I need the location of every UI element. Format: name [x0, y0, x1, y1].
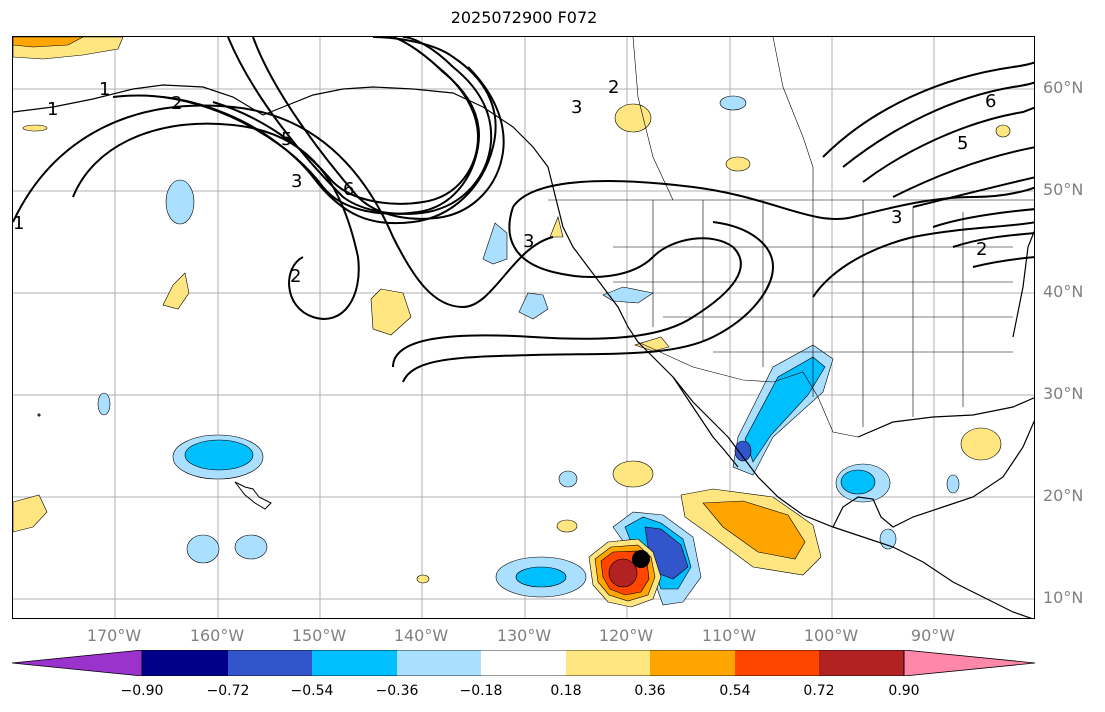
- colorbar-tick: −0.36: [375, 683, 419, 699]
- lat-label: 10°N: [1043, 588, 1084, 607]
- lon-label: 170°W: [86, 626, 142, 645]
- colorbar-segment: [735, 650, 819, 676]
- colorbar-segment: [397, 650, 481, 676]
- contour-label: 3: [571, 97, 582, 118]
- colorbar-segment: [650, 650, 735, 676]
- map-panel[interactable]: 1 1 1 2 2 2 2 3 3 3 3 5 5 6 6: [12, 36, 1035, 619]
- colorbar-extend-high: [903, 650, 1036, 676]
- colorbar-tick: −0.72: [206, 683, 250, 699]
- islands: [37, 413, 272, 510]
- colorbar-tick: 0.90: [888, 683, 920, 699]
- colorbar-tick: 0.72: [803, 683, 835, 699]
- colorbar-segment: [566, 650, 650, 676]
- contour-label: 2: [976, 239, 987, 260]
- contours: [13, 37, 1034, 383]
- colorbar-tick: 0.18: [550, 683, 582, 699]
- storm-center-marker[interactable]: [632, 550, 650, 568]
- colorbar-tick: 0.36: [634, 683, 666, 699]
- contour-label: 6: [985, 91, 996, 112]
- colorbar-segment: [481, 650, 566, 676]
- contour-label: 2: [171, 93, 182, 114]
- contour-label-group: 1 1 1 2 2 2 2 3 3 3 3 5 5 6 6: [13, 77, 996, 287]
- contour-label: 3: [891, 207, 902, 228]
- lat-label: 40°N: [1043, 282, 1084, 301]
- contour-label: 5: [281, 129, 292, 150]
- lon-label: 120°W: [598, 626, 654, 645]
- colorbar-tick: −0.18: [459, 683, 503, 699]
- political-borders: [548, 37, 1034, 438]
- contour-label: 2: [290, 266, 301, 287]
- lat-label: 60°N: [1043, 78, 1084, 97]
- map-canvas: 1 1 1 2 2 2 2 3 3 3 3 5 5 6 6: [13, 37, 1034, 618]
- lon-label: 90°W: [910, 626, 956, 645]
- shading: [13, 37, 1011, 608]
- lon-label: 160°W: [189, 626, 245, 645]
- lon-label: 140°W: [393, 626, 449, 645]
- contour-label: 6: [343, 179, 354, 200]
- contour-label: 3: [291, 171, 302, 192]
- gridlines: [13, 37, 1034, 618]
- colorbar-tick: 0.54: [719, 683, 751, 699]
- contour-label: 2: [608, 77, 619, 98]
- colorbar-segment: [142, 650, 228, 676]
- colorbar-segment: [228, 650, 312, 676]
- lat-label: 30°N: [1043, 384, 1084, 403]
- lon-label: 130°W: [496, 626, 552, 645]
- contour-label: 1: [47, 99, 58, 120]
- colorbar-tick: −0.90: [120, 683, 164, 699]
- lon-label: 110°W: [701, 626, 757, 645]
- lon-label: 100°W: [803, 626, 859, 645]
- colorbar-segment: [819, 650, 904, 676]
- lat-label: 50°N: [1043, 180, 1084, 199]
- contour-label: 1: [13, 213, 24, 234]
- colorbar-tick: −0.54: [290, 683, 334, 699]
- contour-label: 5: [957, 133, 968, 154]
- colorbar-extend-low: [12, 650, 143, 676]
- lon-label: 150°W: [291, 626, 347, 645]
- lat-label: 20°N: [1043, 486, 1084, 505]
- map-title: 2025072900 F072: [450, 8, 598, 27]
- colorbar-segment: [312, 650, 397, 676]
- contour-label: 3: [523, 231, 534, 252]
- contour-label: 1: [99, 79, 110, 100]
- colorbar: [12, 650, 1036, 676]
